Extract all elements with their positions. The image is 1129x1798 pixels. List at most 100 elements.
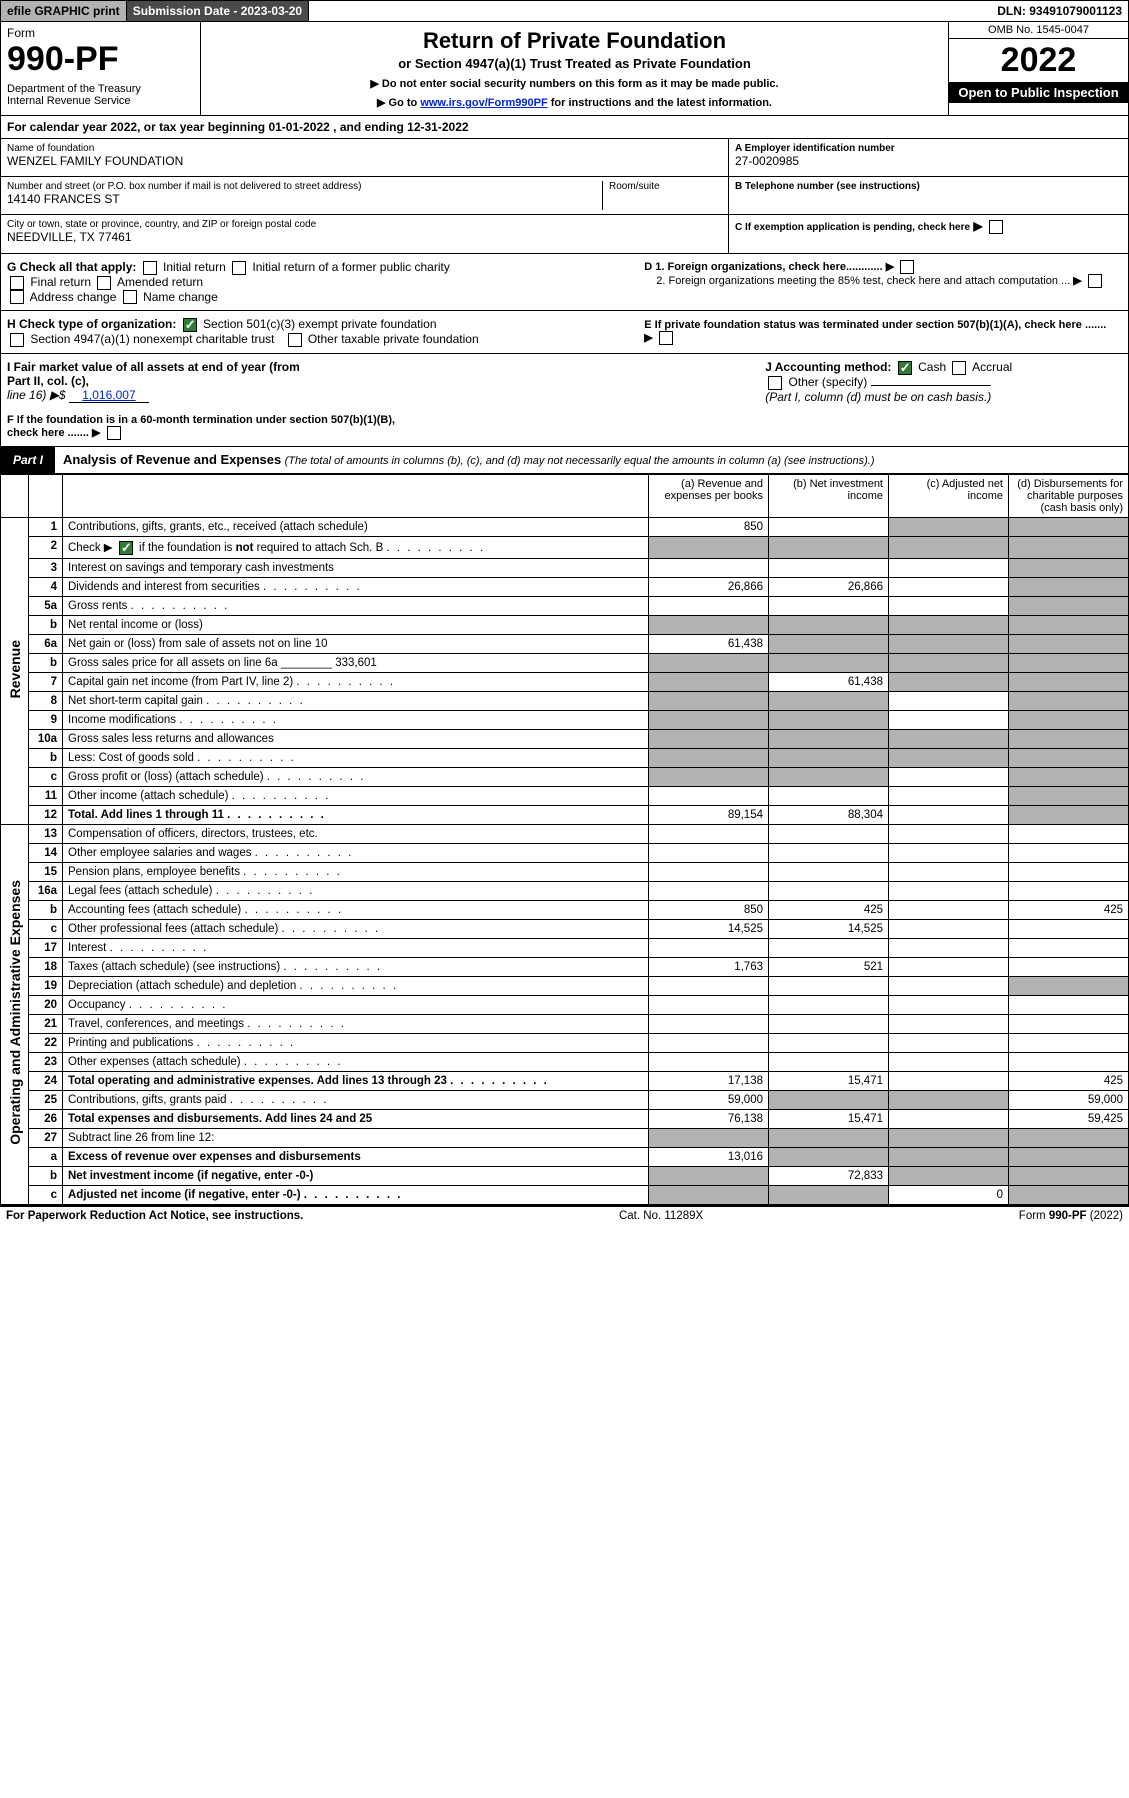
cell-b [769,862,889,881]
cell-b: 15,471 [769,1071,889,1090]
row-number: 13 [29,824,63,843]
sch-b-checkbox[interactable] [119,541,133,555]
table-row: 2Check ▶ if the foundation is not requir… [1,536,1129,558]
cell-c [889,577,1009,596]
table-row: Operating and Administrative Expenses13C… [1,824,1129,843]
table-row: 14Other employee salaries and wages [1,843,1129,862]
row-desc: Legal fees (attach schedule) [63,881,649,900]
h2-text: Section 4947(a)(1) nonexempt charitable … [30,332,274,346]
g-opt-0-checkbox[interactable] [143,261,157,275]
cell-dd: 59,425 [1009,1109,1129,1128]
row-desc: Total operating and administrative expen… [63,1071,649,1090]
g-opt-4-checkbox[interactable] [10,290,24,304]
cell-dd [1009,536,1129,558]
h1-checkbox[interactable] [183,318,197,332]
h2-checkbox[interactable] [10,333,24,347]
omb-number: OMB No. 1545-0047 [949,22,1128,39]
cell-dd [1009,805,1129,824]
table-row: 22Printing and publications [1,1033,1129,1052]
cell-a [649,558,769,577]
g-opt-3-checkbox[interactable] [97,276,111,290]
row-number: a [29,1147,63,1166]
open-public-badge: Open to Public Inspection [949,82,1128,103]
cell-b [769,729,889,748]
cell-b [769,938,889,957]
row-number: 27 [29,1128,63,1147]
row-desc: Total. Add lines 1 through 11 [63,805,649,824]
street-address: 14140 FRANCES ST [7,192,602,206]
cell-b: 88,304 [769,805,889,824]
cell-dd [1009,786,1129,805]
cell-c [889,536,1009,558]
j-accrual-checkbox[interactable] [952,361,966,375]
fmv-value[interactable]: 1,016,007 [69,388,149,403]
cell-a: 850 [649,900,769,919]
cell-dd [1009,843,1129,862]
row-number: 1 [29,517,63,536]
g-label: G Check all that apply: [7,260,136,274]
table-row: 20Occupancy [1,995,1129,1014]
row-number: c [29,919,63,938]
cell-b [769,767,889,786]
cell-dd [1009,1185,1129,1204]
j-other-checkbox[interactable] [768,376,782,390]
g-opt-5-checkbox[interactable] [123,290,137,304]
row-desc: Capital gain net income (from Part IV, l… [63,672,649,691]
instructions-link[interactable]: www.irs.gov/Form990PF [420,97,547,109]
row-desc: Contributions, gifts, grants, etc., rece… [63,517,649,536]
f-label: F If the foundation is in a 60-month ter… [7,414,395,439]
cell-c [889,805,1009,824]
cell-a [649,729,769,748]
row-number: 10a [29,729,63,748]
cell-a: 1,763 [649,957,769,976]
row-number: 17 [29,938,63,957]
table-row: 7Capital gain net income (from Part IV, … [1,672,1129,691]
cell-dd [1009,596,1129,615]
exemption-c-checkbox[interactable] [989,220,1003,234]
table-row: 23Other expenses (attach schedule) [1,1052,1129,1071]
footer-left: For Paperwork Reduction Act Notice, see … [6,1210,303,1222]
d2-checkbox[interactable] [1088,274,1102,288]
g-opt-2-checkbox[interactable] [10,276,24,290]
h-label: H Check type of organization: [7,317,176,331]
cell-c [889,957,1009,976]
cell-a: 89,154 [649,805,769,824]
e-checkbox[interactable] [659,331,673,345]
part-1-title-note: (The total of amounts in columns (b), (c… [285,455,875,467]
row-number: c [29,767,63,786]
row-number: b [29,653,63,672]
cell-c [889,1033,1009,1052]
row-desc: Adjusted net income (if negative, enter … [63,1185,649,1204]
part-1-title: Analysis of Revenue and Expenses [63,452,281,467]
f-checkbox[interactable] [107,426,121,440]
g-opt-1-checkbox[interactable] [232,261,246,275]
h3-checkbox[interactable] [288,333,302,347]
cell-c [889,1109,1009,1128]
row-number: b [29,900,63,919]
cell-c [889,1052,1009,1071]
d1-checkbox[interactable] [900,260,914,274]
table-row: aExcess of revenue over expenses and dis… [1,1147,1129,1166]
cell-dd [1009,1147,1129,1166]
cell-a [649,691,769,710]
g-opt-2-label: Final return [27,275,94,289]
cell-dd [1009,577,1129,596]
room-label: Room/suite [609,181,722,192]
telephone-label: B Telephone number (see instructions) [735,181,1122,192]
cell-b: 521 [769,957,889,976]
row-number: b [29,748,63,767]
row-number: 19 [29,976,63,995]
ein-value: 27-0020985 [735,154,1122,168]
efile-print-button[interactable]: efile GRAPHIC print [1,1,127,21]
j-other: Other (specify) [789,375,868,389]
cell-c [889,767,1009,786]
cell-c [889,1090,1009,1109]
opex-section-label: Operating and Administrative Expenses [7,880,23,1145]
table-row: 18Taxes (attach schedule) (see instructi… [1,957,1129,976]
cell-c [889,517,1009,536]
row-number: b [29,1166,63,1185]
cell-a [649,672,769,691]
form-subtitle: or Section 4947(a)(1) Trust Treated as P… [207,56,942,71]
j-cash-checkbox[interactable] [898,361,912,375]
cell-b [769,1185,889,1204]
